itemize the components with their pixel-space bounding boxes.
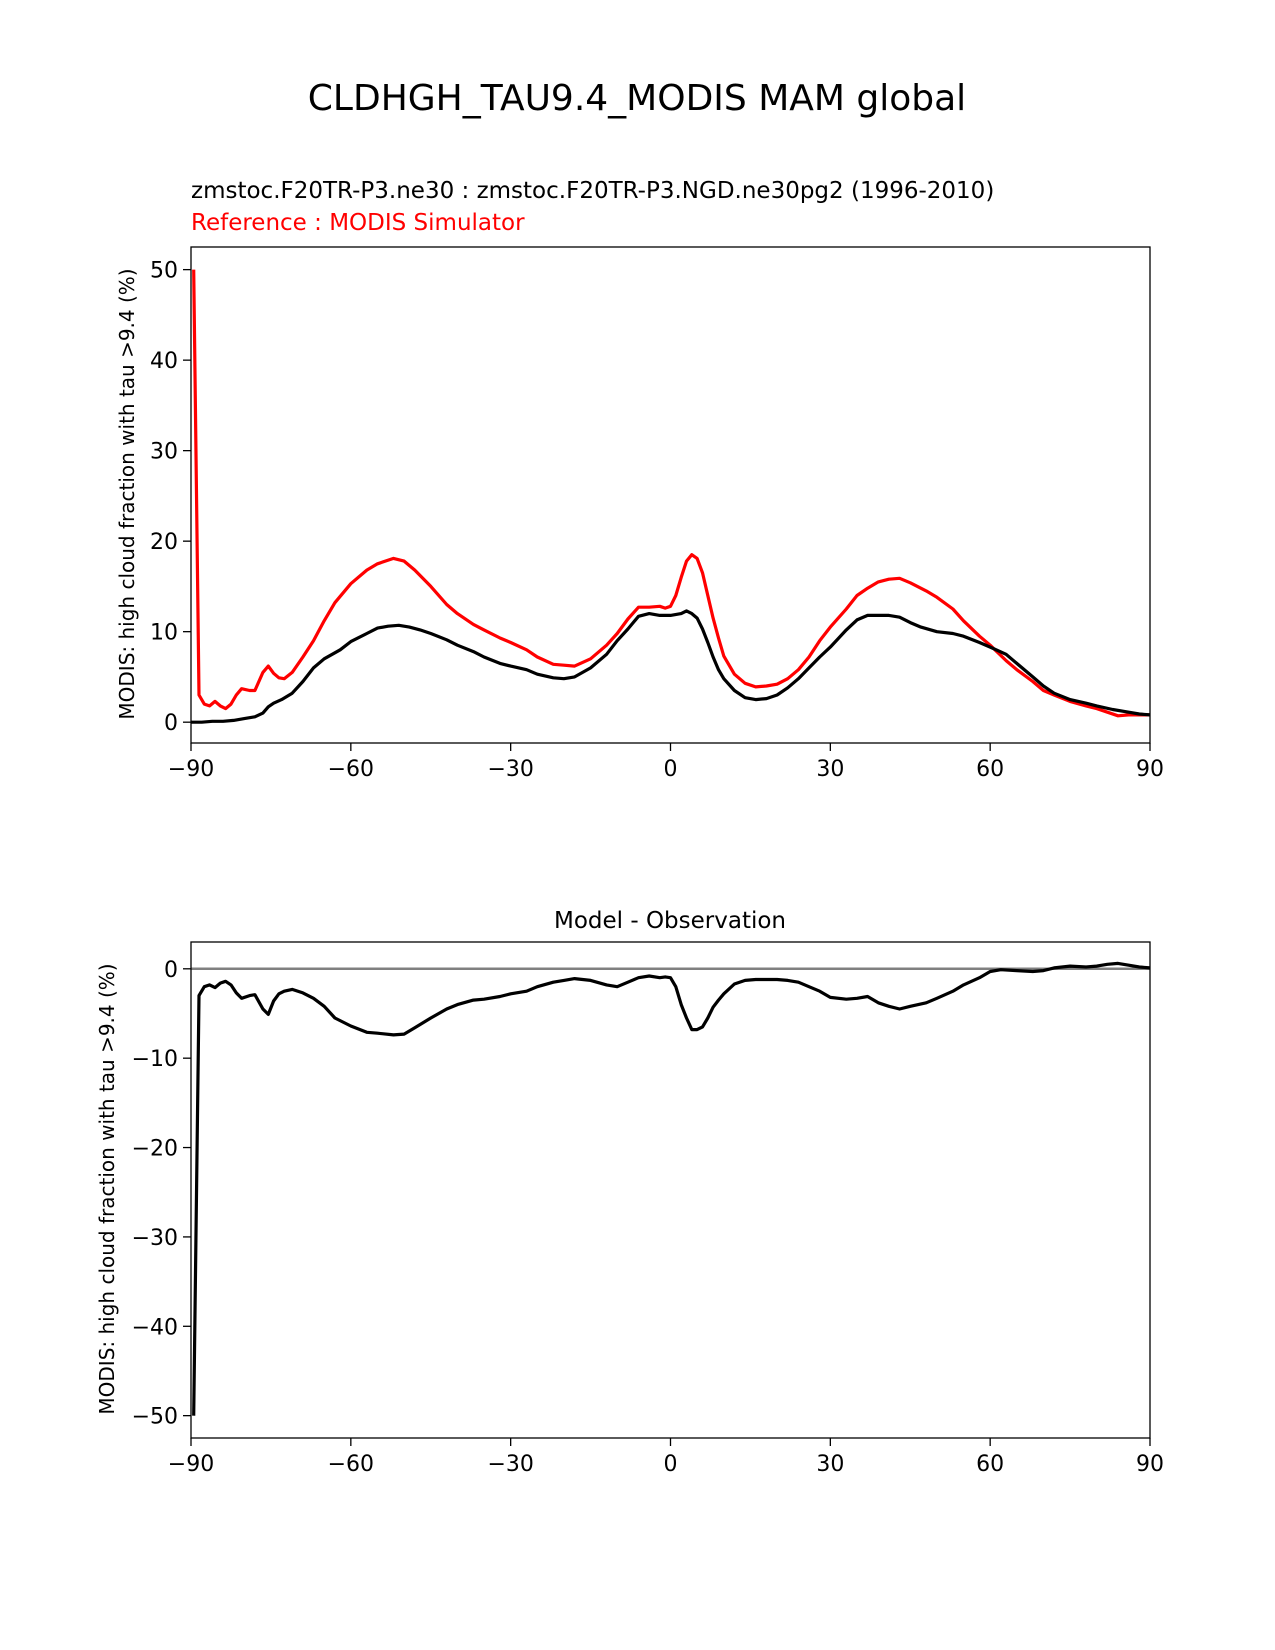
top-panel-xtick-label: 0 bbox=[664, 757, 678, 782]
top-panel-ylabel: MODIS: high cloud fraction with tau >9.4… bbox=[115, 268, 139, 719]
bottom-panel-series-line-0 bbox=[192, 961, 1151, 1416]
top-panel-xtick-label: −60 bbox=[328, 757, 374, 782]
figure-title: CLDHGH_TAU9.4_MODIS MAM global bbox=[308, 78, 966, 119]
top-panel-ytick-label: 40 bbox=[150, 349, 178, 374]
bottom-panel-xtick-label: −90 bbox=[168, 1452, 214, 1477]
bottom-panel-xtick-label: −30 bbox=[487, 1452, 533, 1477]
bottom-panel-title: Model - Observation bbox=[554, 908, 786, 934]
bottom-panel-xtick-label: −60 bbox=[328, 1452, 374, 1477]
top-panel-xtick-label: −90 bbox=[168, 757, 214, 782]
top-panel-ytick-label: 30 bbox=[150, 440, 178, 465]
bottom-panel-ticks: −90 −60 −30 0 30 60 90 0 −10 −20 −30 −40 −50 bbox=[132, 958, 1164, 1477]
top-panel-frame bbox=[190, 246, 1151, 744]
top-panel-ytick-label: 0 bbox=[164, 711, 178, 736]
bottom-panel-ytick-label: −30 bbox=[132, 1226, 178, 1251]
bottom-panel-ytick-label: −20 bbox=[132, 1137, 178, 1162]
bottom-panel-xtick-label: 0 bbox=[664, 1452, 678, 1477]
top-panel-ytick-label: 20 bbox=[150, 530, 178, 555]
top-panel-lines bbox=[191, 269, 1151, 724]
top-panel-xtick-label: −30 bbox=[487, 757, 533, 782]
top-panel-title: zmstoc.F20TR-P3.ne30 : zmstoc.F20TR-P3.N… bbox=[191, 178, 994, 204]
bottom-panel-ytick-label: −10 bbox=[132, 1047, 178, 1072]
top-panel-xtick-label: 60 bbox=[976, 757, 1004, 782]
top-panel-series-line-1 bbox=[191, 609, 1151, 724]
bottom-panel-ytick-label: −50 bbox=[132, 1405, 178, 1430]
bottom-panel: Model - Observation MODIS: high cloud fr… bbox=[95, 908, 1164, 1477]
top-panel-ticks: −90 −60 −30 0 30 60 90 0 10 20 30 40 50 bbox=[150, 259, 1164, 782]
bottom-panel-xtick-label: 30 bbox=[816, 1452, 844, 1477]
bottom-panel-xtick-label: 60 bbox=[976, 1452, 1004, 1477]
bottom-panel-frame bbox=[190, 941, 1151, 1439]
bottom-panel-ytick-label: 0 bbox=[164, 958, 178, 983]
top-panel: zmstoc.F20TR-P3.ne30 : zmstoc.F20TR-P3.N… bbox=[115, 178, 1164, 782]
top-panel-series-line-0 bbox=[192, 269, 1150, 718]
bottom-panel-xtick-label: 90 bbox=[1136, 1452, 1164, 1477]
top-panel-reference-label: Reference : MODIS Simulator bbox=[191, 210, 525, 236]
bottom-panel-lines bbox=[191, 961, 1151, 1416]
bottom-panel-ylabel: MODIS: high cloud fraction with tau >9.4… bbox=[95, 963, 119, 1414]
top-panel-ytick-label: 50 bbox=[150, 259, 178, 284]
bottom-panel-ytick-label: −40 bbox=[132, 1315, 178, 1340]
top-panel-xtick-label: 30 bbox=[816, 757, 844, 782]
top-panel-ytick-label: 10 bbox=[150, 621, 178, 646]
top-panel-xtick-label: 90 bbox=[1136, 757, 1164, 782]
